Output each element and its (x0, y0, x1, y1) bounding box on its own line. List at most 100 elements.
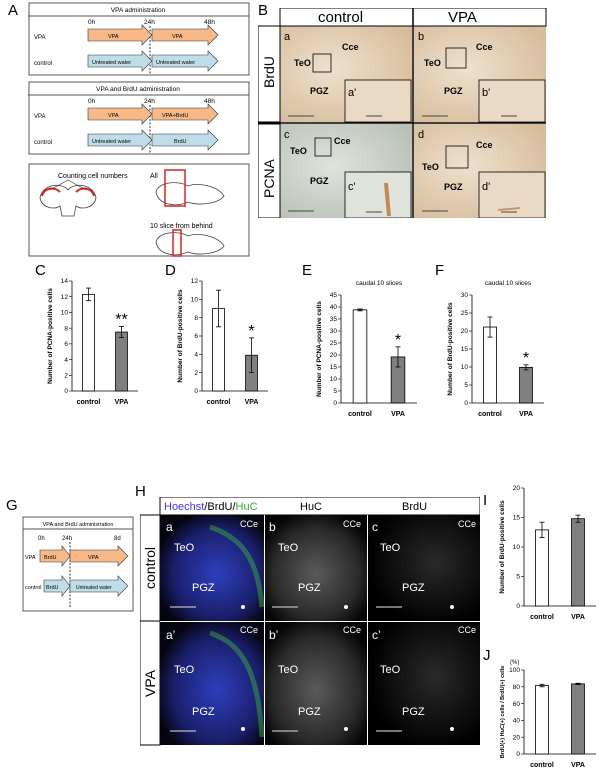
y-tick-label: 35 (330, 316, 338, 323)
chart-i: 0 5 10 15 20 Number of BrdU-positive cells con… (499, 485, 596, 621)
g-row1-a1: BrdU (44, 555, 57, 561)
y-axis-label: Number of BrdU-positive cells (447, 302, 454, 396)
g-row2-label: control (25, 585, 42, 591)
row-label-vpa: VPA (142, 669, 158, 697)
box1-row2-a1: Untreated water (92, 60, 131, 66)
bar-control (535, 685, 549, 755)
header-huc: HuC (300, 501, 322, 513)
g-row2-a1: BrdU (46, 585, 59, 591)
arrow-water-1 (87, 50, 153, 72)
x-tick-label: control (348, 411, 372, 418)
label-pgz-b: PGZ (444, 86, 463, 96)
bar-vpa (115, 331, 128, 392)
y-tick-label: 10 (513, 544, 521, 551)
panel-letter-a: A (8, 2, 19, 19)
arrow-brdu (151, 129, 219, 151)
label-c: c (284, 129, 290, 141)
y-tick-label: 40 (513, 718, 521, 725)
arrow-vpa-3 (87, 103, 153, 125)
header-brdu: BrdU (402, 501, 427, 513)
y-tick-label: 15 (330, 364, 338, 371)
y-tick-label: 40 (330, 304, 338, 311)
g-row2-a2: Untreated water (76, 585, 112, 591)
y-tick-label: 15 (461, 346, 469, 353)
image-merge-control (160, 515, 264, 621)
h-pgz-c: PGZ (402, 582, 425, 594)
h-pgz-c-prime: PGZ (402, 706, 425, 718)
y-axis-label: Number of BrdU-positive cells (177, 289, 184, 383)
y-tick-label: 0 (64, 388, 68, 395)
y-tick-label: 12 (61, 294, 69, 301)
y-tick-label: 0 (516, 751, 520, 758)
box2-row1-a2: VPA+BrdU (162, 113, 188, 119)
box2-row2-label: control (34, 140, 52, 146)
arrow-vpa-2 (151, 24, 219, 46)
y-tick-label: 25 (330, 340, 338, 347)
h-teo-c: TeO (380, 542, 401, 554)
x-tick-label: control (530, 614, 554, 621)
box1-time-48: 48h (204, 19, 215, 26)
h-label-b: b (269, 520, 276, 534)
y-tick-label: 2 (194, 370, 198, 377)
box2-time-24: 24h (144, 98, 155, 105)
panel-a-schematic: VPA administration 0h 24h 48h VPA VPA VP… (28, 2, 250, 257)
y-tick-label: 15 (513, 515, 521, 522)
y-axis-label: Number of PCNA-positive cells (316, 301, 323, 397)
label-d: d (418, 129, 424, 141)
arrow-g-water (69, 575, 129, 597)
label-b: b (418, 31, 424, 43)
inset-a-prime (344, 79, 412, 123)
bar-control (483, 326, 497, 404)
g-time-0: 0h (38, 536, 45, 542)
y-tick-label: 5 (464, 382, 468, 389)
label-cce-a: Cce (342, 42, 359, 52)
brain-section-icon (39, 184, 97, 217)
h-pgz-b: PGZ (298, 582, 321, 594)
x-tick-label: control (207, 399, 231, 406)
label-b-prime: b' (482, 87, 490, 99)
panel-letter-b: B (258, 2, 269, 19)
x-tick-label: VPA (571, 614, 585, 621)
y-tick-label: 5 (516, 574, 520, 581)
h-label-b-prime: b’ (269, 628, 278, 642)
y-axis-label: BrdU(+) HuC(+) cells / BrdU(+) cells (500, 666, 506, 758)
y-tick-label: 20 (513, 734, 521, 741)
box2-row1-a1: VPA (108, 113, 119, 119)
h-cce-b-prime: CCe (343, 625, 361, 635)
y-tick-label: 12 (191, 278, 199, 285)
panel-letter-h: H (135, 483, 146, 500)
box1-title: VPA administration (111, 7, 166, 14)
panel-letter-e: E (302, 262, 313, 279)
label-c-prime: c' (348, 181, 356, 193)
h-pgz-a-prime: PGZ (192, 706, 215, 718)
y-tick-label: 4 (64, 357, 68, 364)
row-label-brdu: BrdU (261, 56, 277, 88)
g-row1-label: VPA (25, 555, 36, 561)
chart-c: 0 2 4 6 8 10 12 14 Number of PCNA-positive cells… (47, 278, 138, 406)
label-pgz-a: PGZ (310, 86, 329, 96)
x-tick-label: VPA (519, 411, 533, 418)
g-time-8d: 8d (114, 536, 121, 542)
box2-title: VPA and BrdU administration (96, 86, 180, 93)
label-teo-b: TeO (424, 58, 441, 68)
row-label-pcna: PCNA (261, 158, 277, 198)
arrow-g-brdu-2 (43, 575, 71, 597)
box1-row1-a1: VPA (108, 34, 119, 40)
bar-control (535, 529, 549, 607)
y-axis-label: Number of BrdU-positive cells (499, 500, 506, 594)
label-d-prime: d' (482, 181, 490, 193)
x-tick-label: control (478, 411, 502, 418)
bar-control (82, 293, 95, 392)
all-label: All (150, 173, 158, 180)
label-a-prime: a' (348, 87, 356, 99)
counting-label: Counting cell numbers (58, 173, 128, 180)
box2-time-0: 0h (88, 98, 96, 105)
y-tick-label: 6 (64, 341, 68, 348)
h-teo-a-prime: TeO (174, 664, 195, 676)
image-brdu-vpa (368, 622, 480, 745)
y-tick-label: 0 (516, 603, 520, 610)
h-pgz-b-prime: PGZ (298, 706, 321, 718)
g-row1-a2: VPA (88, 555, 99, 561)
y-tick-label: 10 (61, 310, 69, 317)
